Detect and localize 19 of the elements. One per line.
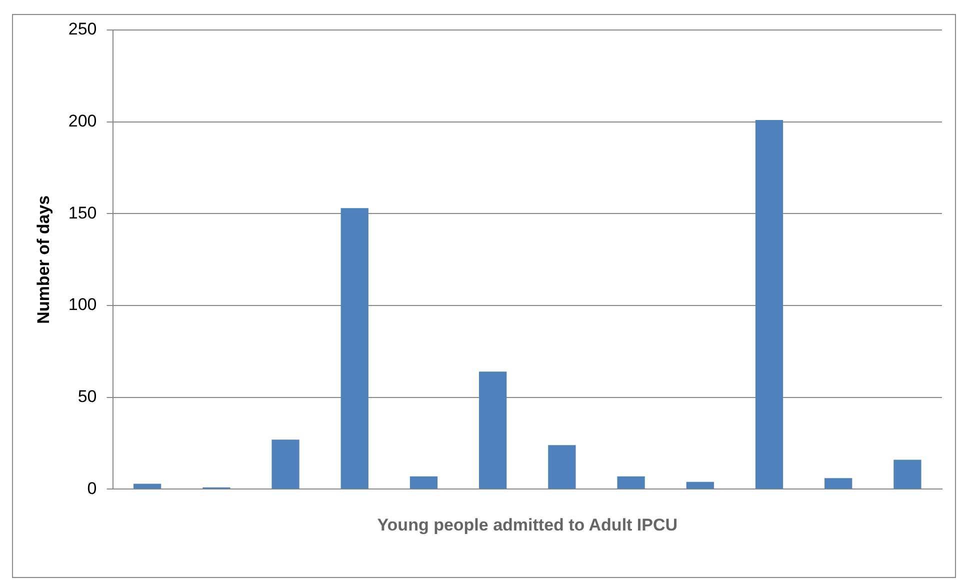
bar (479, 372, 507, 489)
y-tick-label: 0 (87, 478, 97, 498)
y-tick-label: 150 (68, 203, 97, 222)
bar (548, 445, 576, 489)
y-axis-title: Number of days (34, 195, 53, 324)
bar (133, 484, 162, 489)
bar (755, 120, 784, 489)
x-axis-title: Young people admitted to Adult IPCU (377, 515, 678, 534)
y-tick-label: 100 (68, 295, 97, 314)
bar (340, 208, 368, 489)
bar (410, 476, 438, 489)
y-tick-label: 50 (78, 387, 97, 406)
y-tick-label: 250 (68, 20, 97, 39)
y-tick-label: 200 (68, 112, 97, 131)
bar (824, 478, 852, 489)
bar (894, 460, 922, 489)
bar (686, 482, 714, 489)
bar (272, 440, 300, 489)
bar (617, 476, 645, 489)
